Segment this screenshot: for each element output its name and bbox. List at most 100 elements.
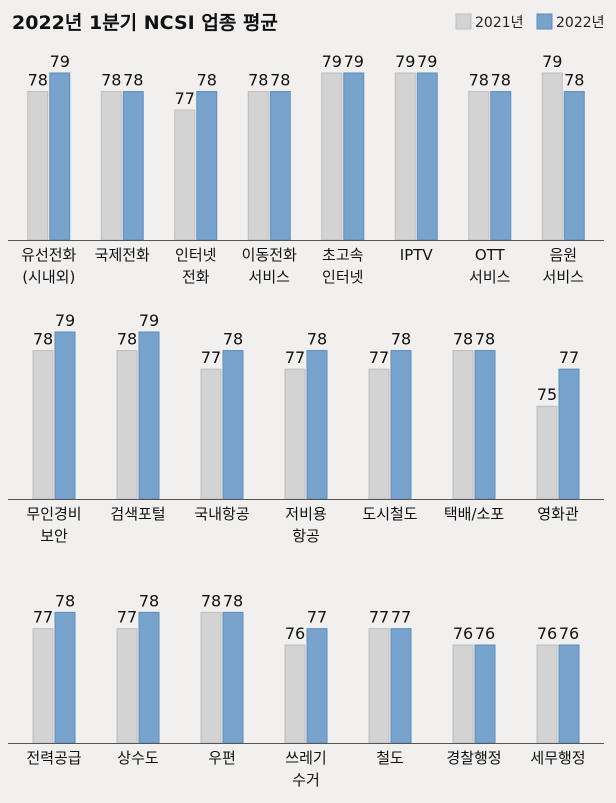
category-label: 이동전화 (242, 246, 297, 264)
category-label: 저비용 (285, 505, 326, 523)
category-label: 국제전화 (95, 246, 150, 264)
bar-2022 (196, 91, 218, 241)
category-label: 전화 (182, 268, 210, 286)
category-label: 초고속 (322, 246, 364, 264)
legend-swatch-2022 (536, 13, 553, 30)
bar-2021 (368, 628, 390, 744)
data-label-2022: 76 (559, 624, 579, 643)
bar-2021 (27, 91, 49, 241)
data-label-2021: 79 (395, 52, 415, 71)
category-label: 택배/소포 (444, 505, 504, 523)
data-label-2022: 78 (123, 71, 143, 90)
bar-2022 (306, 628, 328, 744)
data-label-2021: 77 (201, 348, 221, 367)
category-label: 보안 (40, 527, 68, 545)
bar-2021 (116, 350, 138, 500)
data-label-2022: 77 (391, 608, 411, 627)
bar-2022 (54, 331, 76, 500)
legend-label-2021: 2021년 (475, 15, 524, 31)
data-label-2021: 77 (175, 89, 195, 108)
data-label-2022: 78 (223, 591, 243, 610)
legend-label-2022: 2022년 (556, 15, 605, 31)
data-label-2022: 79 (55, 311, 75, 330)
category-label: 도시철도 (362, 505, 417, 523)
data-label-2022: 77 (559, 348, 579, 367)
category-label: 세무행정 (530, 749, 585, 767)
data-label-2021: 76 (285, 624, 305, 643)
data-label-2022: 79 (344, 52, 364, 71)
data-label-2021: 77 (369, 608, 389, 627)
bar-2022 (416, 72, 438, 241)
category-label: IPTV (400, 246, 434, 264)
category-label: OTT (475, 246, 506, 264)
bar-2021 (368, 368, 390, 500)
bar-2021 (247, 91, 269, 241)
category-label: 무인경비 (26, 505, 81, 523)
category-label: 서비스 (543, 268, 585, 286)
bar-2022 (122, 91, 144, 241)
data-label-2022: 78 (491, 71, 511, 90)
category-label: 항공 (292, 527, 320, 545)
bar-2022 (138, 611, 160, 744)
bar-2021 (452, 350, 474, 500)
bar-2022 (343, 72, 365, 241)
data-label-2021: 78 (33, 330, 53, 349)
chart-panel-2: 7879무인경비보안7879검색포털7778국내항공7778저비용항공7778도… (8, 311, 604, 545)
bar-2021 (200, 368, 222, 500)
data-label-2021: 79 (542, 52, 562, 71)
bar-2022 (306, 350, 328, 500)
data-label-2022: 78 (391, 330, 411, 349)
category-label: 상수도 (117, 749, 159, 767)
category-label: 서비스 (469, 268, 511, 286)
bar-2022 (474, 350, 496, 500)
chart-title: 2022년 1분기 NCSI 업종 평균 (12, 12, 278, 34)
bar-2021 (284, 644, 306, 744)
data-label-2022: 78 (139, 591, 159, 610)
data-label-2022: 76 (475, 624, 495, 643)
data-label-2022: 79 (417, 52, 437, 71)
category-label: 경찰행정 (446, 749, 501, 767)
data-label-2021: 78 (201, 591, 221, 610)
bar-2021 (541, 72, 563, 241)
bar-2021 (468, 91, 490, 241)
data-label-2021: 78 (248, 71, 268, 90)
category-label: 유선전화 (21, 246, 76, 264)
category-label: 쓰레기 (285, 749, 326, 767)
data-label-2022: 78 (270, 71, 290, 90)
bar-2021 (100, 91, 122, 241)
bar-2021 (536, 644, 558, 744)
data-label-2021: 77 (117, 608, 137, 627)
category-label: 우편 (208, 749, 236, 767)
bar-2021 (116, 628, 138, 744)
bar-2022 (49, 72, 71, 241)
bar-2021 (32, 350, 54, 500)
data-label-2021: 78 (469, 71, 489, 90)
data-label-2021: 76 (453, 624, 473, 643)
category-label: 영화관 (537, 505, 579, 523)
category-label: 국내항공 (194, 505, 249, 523)
bar-2021 (452, 644, 474, 744)
bar-2021 (284, 368, 306, 500)
category-label: 음원 (549, 246, 577, 264)
data-label-2021: 76 (537, 624, 557, 643)
bar-2022 (222, 350, 244, 500)
bar-2022 (563, 91, 585, 241)
data-label-2021: 77 (369, 348, 389, 367)
bar-2022 (558, 368, 580, 500)
data-label-2022: 78 (55, 591, 75, 610)
data-label-2022: 78 (197, 71, 217, 90)
data-label-2022: 78 (307, 330, 327, 349)
bar-2021 (394, 72, 416, 241)
bar-2022 (390, 628, 412, 744)
category-label: (시내외) (22, 268, 75, 286)
data-label-2022: 78 (564, 71, 584, 90)
bar-2022 (490, 91, 512, 241)
data-label-2022: 79 (50, 52, 70, 71)
bar-2022 (138, 331, 160, 500)
data-label-2021: 75 (537, 385, 557, 404)
bar-2022 (390, 350, 412, 500)
data-label-2022: 78 (223, 330, 243, 349)
